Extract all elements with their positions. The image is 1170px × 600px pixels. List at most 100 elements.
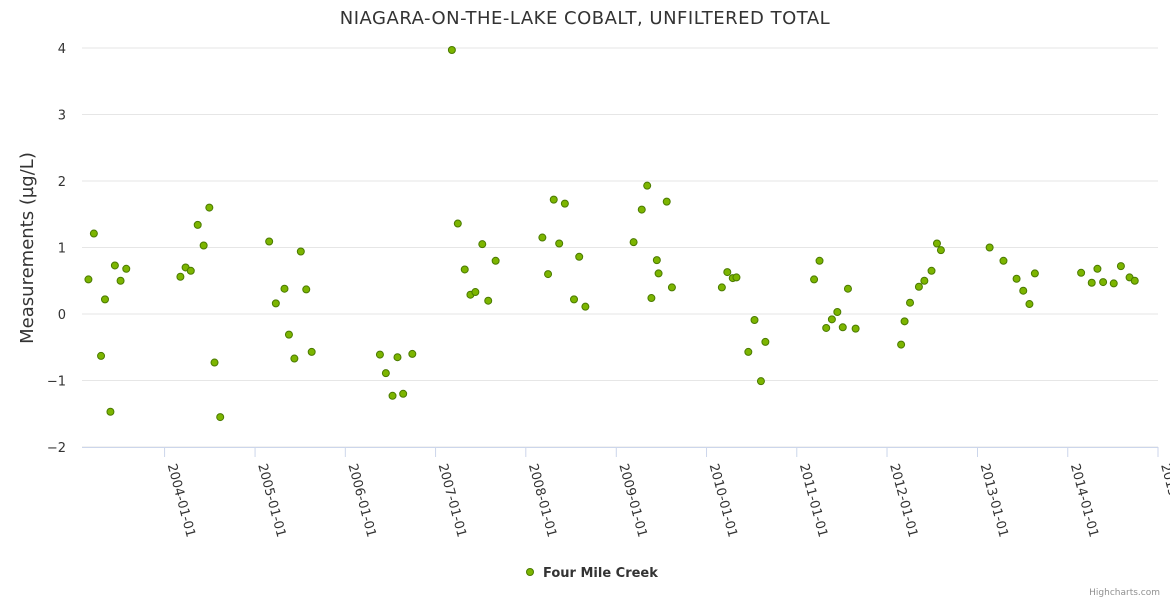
data-point[interactable] — [1093, 264, 1102, 273]
data-point[interactable] — [761, 337, 770, 346]
data-point[interactable] — [1130, 276, 1139, 285]
data-point[interactable] — [723, 268, 732, 277]
data-point[interactable] — [399, 389, 408, 398]
data-point[interactable] — [549, 195, 558, 204]
data-point[interactable] — [205, 203, 214, 212]
data-point[interactable] — [193, 220, 202, 229]
data-point[interactable] — [271, 299, 280, 308]
data-point[interactable] — [100, 295, 109, 304]
data-point[interactable] — [122, 264, 131, 273]
data-point[interactable] — [932, 239, 941, 248]
data-point[interactable] — [575, 252, 584, 261]
data-point[interactable] — [643, 181, 652, 190]
data-point[interactable] — [662, 197, 671, 206]
data-point[interactable] — [652, 256, 661, 265]
data-point[interactable] — [822, 323, 831, 332]
data-point[interactable] — [284, 330, 293, 339]
data-point[interactable] — [106, 407, 115, 416]
data-point[interactable] — [815, 256, 824, 265]
legend-marker[interactable] — [526, 568, 534, 576]
data-point[interactable] — [478, 240, 487, 249]
data-point[interactable] — [1030, 269, 1039, 278]
legend-item-four-mile-creek[interactable]: Four Mile Creek — [543, 566, 658, 581]
data-point[interactable] — [110, 261, 119, 270]
data-point[interactable] — [388, 391, 397, 400]
data-point[interactable] — [1087, 278, 1096, 287]
chart-title: NIAGARA-ON-THE-LAKE COBALT, UNFILTERED T… — [340, 8, 830, 29]
data-point[interactable] — [116, 276, 125, 285]
data-point[interactable] — [581, 302, 590, 311]
data-point[interactable] — [393, 353, 402, 362]
data-point[interactable] — [460, 265, 469, 274]
data-point[interactable] — [296, 247, 305, 256]
data-point[interactable] — [732, 273, 741, 282]
data-point[interactable] — [97, 351, 106, 360]
data-point[interactable] — [1077, 268, 1086, 277]
data-point[interactable] — [744, 347, 753, 356]
data-point[interactable] — [290, 354, 299, 363]
data-point[interactable] — [484, 296, 493, 305]
y-tick-label: −1 — [47, 375, 66, 390]
data-point[interactable] — [833, 308, 842, 317]
data-point[interactable] — [927, 266, 936, 275]
data-point[interactable] — [851, 324, 860, 333]
data-point[interactable] — [408, 349, 417, 358]
data-point[interactable] — [756, 377, 765, 386]
y-tick-label: 1 — [58, 242, 66, 257]
data-point[interactable] — [216, 413, 225, 422]
data-point[interactable] — [491, 256, 500, 265]
data-point[interactable] — [810, 275, 819, 284]
data-point[interactable] — [667, 283, 676, 292]
data-point[interactable] — [555, 239, 564, 248]
data-point[interactable] — [897, 340, 906, 349]
data-point[interactable] — [999, 256, 1008, 265]
data-point[interactable] — [186, 266, 195, 275]
data-point[interactable] — [210, 358, 219, 367]
data-point[interactable] — [560, 199, 569, 208]
data-point[interactable] — [453, 219, 462, 228]
data-point[interactable] — [629, 238, 638, 247]
data-point[interactable] — [265, 237, 274, 246]
data-point[interactable] — [900, 317, 909, 326]
data-point[interactable] — [1099, 278, 1108, 287]
data-point[interactable] — [280, 284, 289, 293]
data-point[interactable] — [302, 285, 311, 294]
data-point[interactable] — [1116, 262, 1125, 271]
data-point[interactable] — [920, 276, 929, 285]
data-point[interactable] — [717, 283, 726, 292]
data-point[interactable] — [544, 270, 553, 279]
data-point[interactable] — [1019, 286, 1028, 295]
data-point[interactable] — [89, 229, 98, 238]
data-point[interactable] — [843, 284, 852, 293]
data-point[interactable] — [827, 315, 836, 324]
credits-link[interactable]: Highcharts.com — [1089, 588, 1160, 598]
data-point[interactable] — [750, 315, 759, 324]
data-point[interactable] — [1025, 300, 1034, 309]
data-point[interactable] — [176, 272, 185, 281]
y-tick-label: −2 — [47, 441, 66, 456]
data-point[interactable] — [647, 294, 656, 303]
legend[interactable]: Four Mile Creek — [526, 566, 659, 581]
data-point[interactable] — [637, 205, 646, 214]
series-four-mile-creek — [84, 45, 1139, 422]
data-point[interactable] — [84, 275, 93, 284]
data-point[interactable] — [447, 45, 456, 54]
data-point[interactable] — [838, 323, 847, 332]
data-point[interactable] — [654, 269, 663, 278]
y-tick-label: 2 — [58, 175, 66, 190]
data-point[interactable] — [914, 282, 923, 291]
data-point[interactable] — [538, 233, 547, 242]
data-point[interactable] — [570, 295, 579, 304]
data-point[interactable] — [985, 243, 994, 252]
data-point[interactable] — [381, 369, 390, 378]
data-point[interactable] — [375, 350, 384, 359]
data-point[interactable] — [199, 241, 208, 250]
data-point[interactable] — [1109, 279, 1118, 288]
data-point[interactable] — [906, 298, 915, 307]
data-point[interactable] — [1012, 274, 1021, 283]
data-point[interactable] — [471, 288, 480, 297]
data-point[interactable] — [307, 347, 316, 356]
data-point[interactable] — [936, 246, 945, 255]
